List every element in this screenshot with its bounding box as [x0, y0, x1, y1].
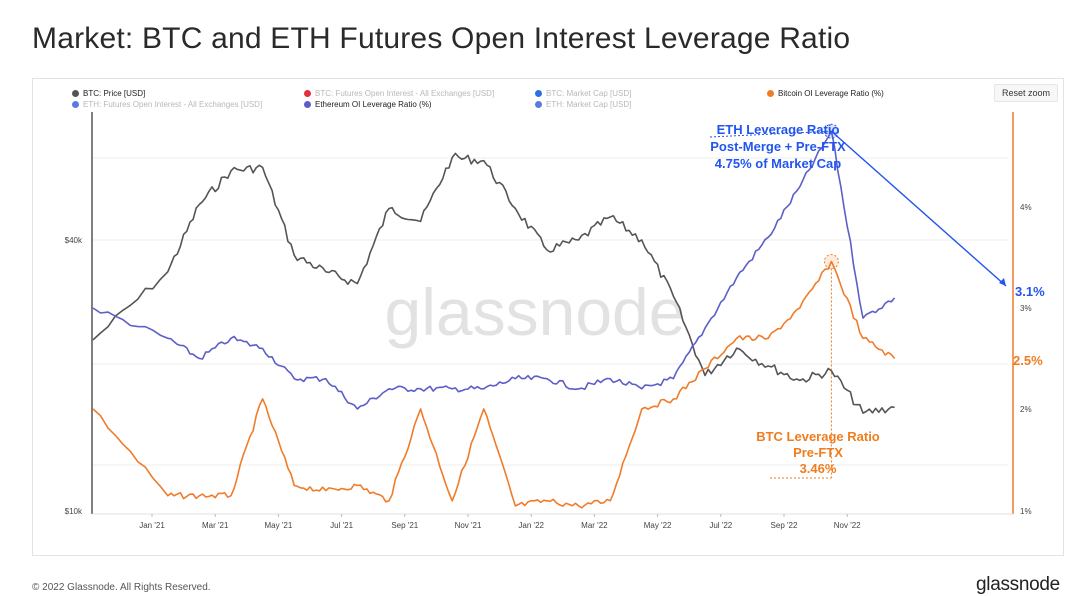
legend-item-btc-market-cap[interactable]: BTC: Market Cap [USD]: [535, 89, 631, 98]
btc-leverage-line: [92, 260, 896, 509]
legend-label: Bitcoin OI Leverage Ratio (%): [778, 89, 884, 98]
x-tick-label: Jul '21: [330, 521, 353, 530]
legend-label: ETH: Futures Open Interest - All Exchang…: [83, 100, 263, 109]
btc-end-label: 2.5%: [1013, 353, 1043, 368]
right-tick-label: 1%: [1020, 507, 1032, 516]
right-tick-label: 2%: [1020, 405, 1032, 414]
legend-label: BTC: Price [USD]: [83, 89, 146, 98]
btc-price-line: [92, 152, 895, 414]
x-tick-label: May '21: [265, 521, 293, 530]
legend-item-eth-market-cap[interactable]: ETH: Market Cap [USD]: [535, 100, 631, 109]
page-title: Market: BTC and ETH Futures Open Interes…: [32, 22, 851, 55]
btc-annotation-line-3: 3.46%: [800, 461, 837, 476]
legend-label: BTC: Futures Open Interest - All Exchang…: [315, 89, 495, 98]
x-tick-label: Sep '21: [391, 521, 418, 530]
x-tick-label: Nov '22: [834, 521, 861, 530]
right-tick-label: 4%: [1020, 203, 1032, 212]
watermark: glassnode: [385, 275, 686, 349]
legend-item-btc-leverage[interactable]: Bitcoin OI Leverage Ratio (%): [767, 89, 884, 98]
tick-labels: Jan '21 Mar '21 May '21 Jul '21 Sep '21 Nov '…: [65, 203, 1032, 530]
x-tick-label: May '22: [644, 521, 672, 530]
footer-copyright: © 2022 Glassnode. All Rights Reserved.: [32, 582, 211, 593]
eth-end-label: 3.1%: [1015, 284, 1045, 299]
legend-dot-icon: [72, 90, 79, 97]
reset-zoom-button[interactable]: Reset zoom: [994, 84, 1058, 102]
eth-annotation-line-2: Post-Merge + Pre-FTX: [710, 139, 846, 154]
legend-item-btc-futures-oi[interactable]: BTC: Futures Open Interest - All Exchang…: [304, 89, 494, 98]
footer-logo[interactable]: glassnode: [976, 574, 1060, 595]
legend-label: ETH: Market Cap [USD]: [546, 100, 632, 109]
x-tick-label: Jan '22: [518, 521, 544, 530]
x-tick-label: Mar '21: [202, 521, 229, 530]
legend-dot-icon: [72, 101, 79, 108]
eth-decline-arrow: [830, 130, 1007, 287]
x-tick-label: Jan '21: [139, 521, 165, 530]
x-tick-label: Mar '22: [581, 521, 608, 530]
legend-label: BTC: Market Cap [USD]: [546, 89, 632, 98]
btc-peak-marker: [823, 254, 839, 270]
left-tick-label: $40k: [65, 236, 83, 245]
arrow-head-icon: [999, 278, 1006, 286]
legend-item-btc-price[interactable]: BTC: Price [USD]: [72, 89, 145, 98]
eth-leverage-line: [92, 130, 896, 410]
eth-annotation-leader: [709, 130, 832, 138]
left-tick-label: $10k: [65, 507, 83, 516]
grid-lines: [92, 157, 1008, 466]
legend-dot-icon: [304, 90, 311, 97]
legend-dot-icon: [535, 90, 542, 97]
legend-item-eth-futures-oi[interactable]: ETH: Futures Open Interest - All Exchang…: [72, 100, 262, 109]
x-tick-label: Nov '21: [455, 521, 482, 530]
x-tick-label: Sep '22: [771, 521, 798, 530]
legend-dot-icon: [535, 101, 542, 108]
right-tick-label: 3%: [1020, 304, 1032, 313]
btc-annotation-line-2: Pre-FTX: [793, 445, 843, 460]
legend-label: Ethereum OI Leverage Ratio (%): [315, 100, 432, 109]
axes: [91, 112, 1014, 515]
legend-dot-icon: [304, 101, 311, 108]
annotations: ETH Leverage Ratio Post-Merge + Pre-FTX …: [709, 122, 1045, 479]
legend-item-eth-leverage[interactable]: Ethereum OI Leverage Ratio (%): [304, 100, 432, 109]
eth-annotation-line-3: 4.75% of Market Cap: [715, 156, 841, 171]
legend-dot-icon: [767, 90, 774, 97]
series-lines: [92, 130, 896, 509]
btc-annotation-line-1: BTC Leverage Ratio: [756, 429, 880, 444]
eth-annotation-line-1: ETH Leverage Ratio: [717, 122, 840, 137]
x-tick-label: Jul '22: [709, 521, 732, 530]
